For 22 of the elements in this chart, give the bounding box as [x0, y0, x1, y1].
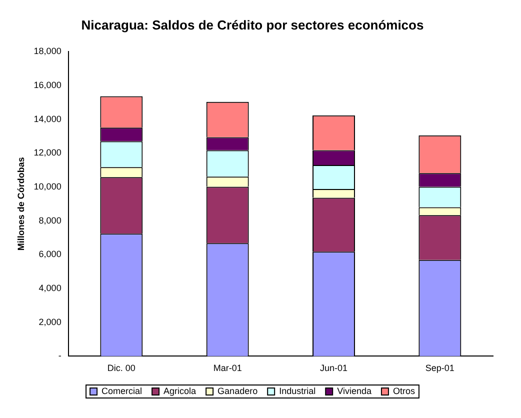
legend-label: Otros — [392, 386, 416, 396]
legend-label: Ganadero — [218, 386, 258, 396]
legend-label: Vivienda — [337, 386, 372, 396]
y-tick-label: 16,000 — [34, 80, 62, 90]
x-tick-label: Mar-01 — [213, 363, 242, 374]
y-tick-label: 4,000 — [38, 282, 62, 293]
y-tick-label: 14,000 — [34, 114, 62, 124]
x-tick-label: Sep-01 — [425, 363, 454, 374]
x-tick-label: Dic. 00 — [107, 363, 136, 374]
chart-title: Nicaragua: Saldos de Crédito por sectores económicos — [81, 17, 424, 32]
y-tick-label: 10,000 — [34, 181, 62, 192]
legend-label: Comercial — [102, 386, 142, 396]
y-tick-label: 12,000 — [34, 148, 62, 158]
x-tick-label: Jun-01 — [320, 363, 348, 374]
legend-label: Industrial — [279, 386, 316, 396]
y-tick-label: 2,000 — [38, 316, 62, 327]
y-tick-label: - — [58, 350, 62, 361]
y-tick-label: 8,000 — [38, 215, 62, 226]
y-tick-label: 18,000 — [34, 46, 62, 56]
y-axis-title: Millones de Córdobas — [16, 157, 26, 251]
legend-label: Agricola — [164, 386, 196, 396]
y-tick-label: 6,000 — [38, 249, 62, 260]
